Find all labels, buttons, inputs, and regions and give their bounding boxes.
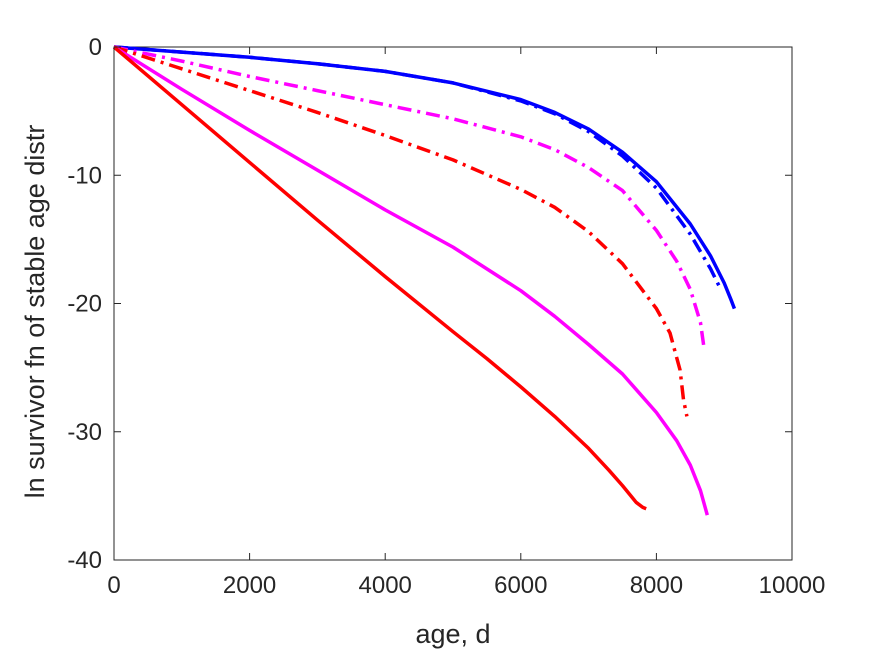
y-axis-ticks: -40 -30 -20 -10 0 xyxy=(67,34,792,574)
y-tick-label: -10 xyxy=(67,162,102,189)
y-axis-label: ln survivor fn of stable age distr xyxy=(20,125,50,499)
series-line-2 xyxy=(113,45,706,348)
x-axis-label: age, d xyxy=(415,619,490,649)
series-layer xyxy=(112,45,737,516)
x-tick-label: 0 xyxy=(107,572,120,599)
x-axis-ticks: 0 2000 4000 6000 8000 10000 xyxy=(107,47,825,599)
series-line-4 xyxy=(113,45,709,516)
plot-area: 0 2000 4000 6000 8000 10000 -40 -30 -20 -10 0 xyxy=(67,34,825,599)
y-tick-label: -20 xyxy=(67,291,102,318)
series-line-5 xyxy=(112,45,647,511)
x-tick-label: 10000 xyxy=(759,572,826,599)
y-tick-label: -30 xyxy=(67,419,102,446)
series-line-1 xyxy=(113,45,723,291)
x-tick-label: 2000 xyxy=(223,572,276,599)
y-tick-label: -40 xyxy=(67,547,102,574)
series-line-3 xyxy=(113,45,689,417)
x-tick-label: 4000 xyxy=(359,572,412,599)
y-tick-label: 0 xyxy=(89,34,102,61)
x-tick-label: 8000 xyxy=(630,572,683,599)
plot-frame xyxy=(113,46,793,561)
x-tick-label: 6000 xyxy=(494,572,547,599)
